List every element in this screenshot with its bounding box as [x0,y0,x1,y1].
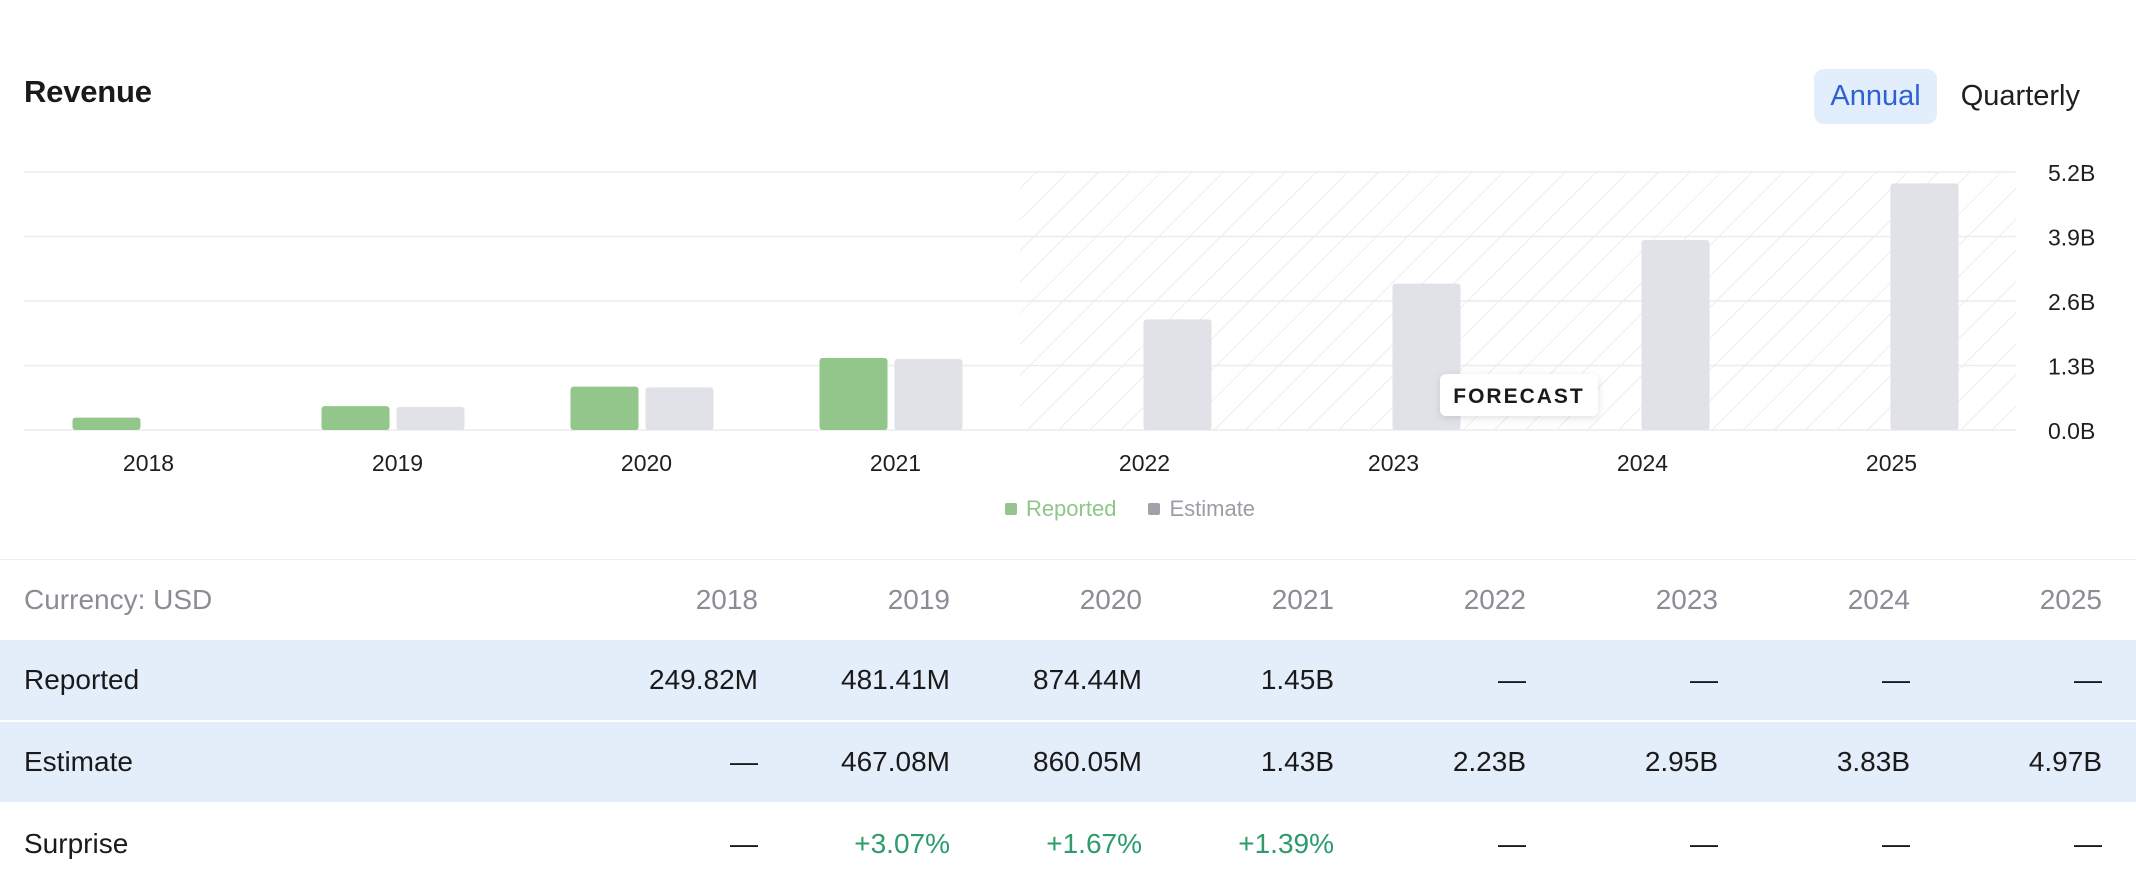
x-tick-label: 2018 [123,450,174,476]
revenue-table: Currency: USD 2018 2019 2020 2021 2022 2023 20… [0,559,2136,884]
table-cell: — [2074,828,2102,859]
legend-item-estimate[interactable]: Estimate [1148,496,1255,522]
bar-estimate-2021 [894,359,963,430]
y-tick-label: 1.3B [2048,354,2095,380]
bar-reported-2018 [72,417,141,430]
x-tick-label: 2021 [870,450,921,476]
bar-estimate-2024 [1641,239,1710,430]
header-year-2019: 2019 [887,584,950,615]
table-cell: — [1882,828,1910,859]
bar-reported-2020 [570,386,639,430]
bar-reported-2021 [819,358,888,430]
table-cell: — [1690,828,1718,859]
legend-label-reported: Reported [1025,496,1117,521]
legend-label-estimate: Estimate [1169,496,1256,521]
bar-estimate-2022 [1143,319,1212,430]
table-header-row: Currency: USD 2018 2019 2020 2021 2022 2023 20… [0,560,2136,640]
bar-estimate-2020 [645,387,714,430]
table-cell: 874.44M [1033,664,1142,695]
table-cell: — [1498,664,1526,695]
x-tick-label: 2022 [1119,450,1170,476]
revenue-bar-chart: 5.2B 3.9B 2.6B 1.3B 0.0B 2018 2019 2020 2021 202… [24,160,2095,476]
y-tick-label: 3.9B [2048,225,2095,251]
bar-estimate-2025 [1890,183,1959,430]
header-year-2024: 2024 [1847,584,1910,615]
table-cell: — [1690,664,1718,695]
table-cell: 2.95B [1644,746,1718,777]
y-tick-label: 5.2B [2048,160,2095,186]
chart-title: Revenue [24,74,152,109]
table-cell: — [1882,664,1910,695]
legend-item-reported[interactable]: Reported [1004,496,1117,522]
table-cell: 1.45B [1260,664,1334,695]
table-cell: 2.23B [1452,746,1526,777]
table-cell: — [1498,828,1526,859]
x-tick-label: 2020 [621,450,672,476]
table-cell: — [730,746,758,777]
table-cell: 467.08M [841,746,950,777]
table-cell: +1.39% [1238,828,1334,859]
y-tick-label: 2.6B [2048,289,2095,315]
table-cell: +1.67% [1046,828,1142,859]
header-year-2023: 2023 [1655,584,1718,615]
period-toggle: Annual Quarterly [1814,69,2096,124]
chart-legend: Reported Estimate [62,496,2136,522]
forecast-label: FORECAST [1453,385,1585,408]
x-tick-label: 2023 [1368,450,1419,476]
table-cell: 3.83B [1836,746,1910,777]
x-tick-label: 2019 [372,450,423,476]
table-cell: 860.05M [1033,746,1142,777]
row-label: Surprise [24,828,129,859]
forecast-badge [1440,374,1598,416]
y-tick-label: 0.0B [2048,418,2095,444]
x-tick-label: 2024 [1617,450,1668,476]
table-row-surprise: Surprise — +3.07% +1.67% +1.39% — — — — [0,804,2136,884]
bar-reported-2019 [321,406,390,430]
header-year-2018: 2018 [695,584,758,615]
row-label: Estimate [24,746,133,777]
header-year-2021: 2021 [1271,584,1334,615]
table-cell: — [730,828,758,859]
table-cell: — [2074,664,2102,695]
annual-toggle-button[interactable]: Annual [1814,69,1937,124]
table-cell: +3.07% [854,828,950,859]
currency-label: Currency: USD [24,584,213,615]
table-row-reported: Reported 249.82M 481.41M 874.44M 1.45B — — — — [0,640,2136,722]
header-year-2022: 2022 [1463,584,1526,615]
table-cell: 249.82M [649,664,758,695]
header-year-2025: 2025 [2039,584,2102,615]
table-cell: 481.41M [841,664,950,695]
table-row-estimate: Estimate — 467.08M 860.05M 1.43B 2.23B 2.95B 3.… [0,722,2136,804]
reported-swatch [1004,503,1017,515]
bar-estimate-2019 [396,406,465,430]
quarterly-toggle-button[interactable]: Quarterly [1960,80,2080,112]
x-tick-label: 2025 [1866,450,1917,476]
row-label: Reported [24,664,140,695]
table-cell: 1.43B [1260,746,1334,777]
estimate-swatch [1148,503,1161,515]
header-year-2020: 2020 [1079,584,1142,615]
table-cell: 4.97B [2028,746,2102,777]
